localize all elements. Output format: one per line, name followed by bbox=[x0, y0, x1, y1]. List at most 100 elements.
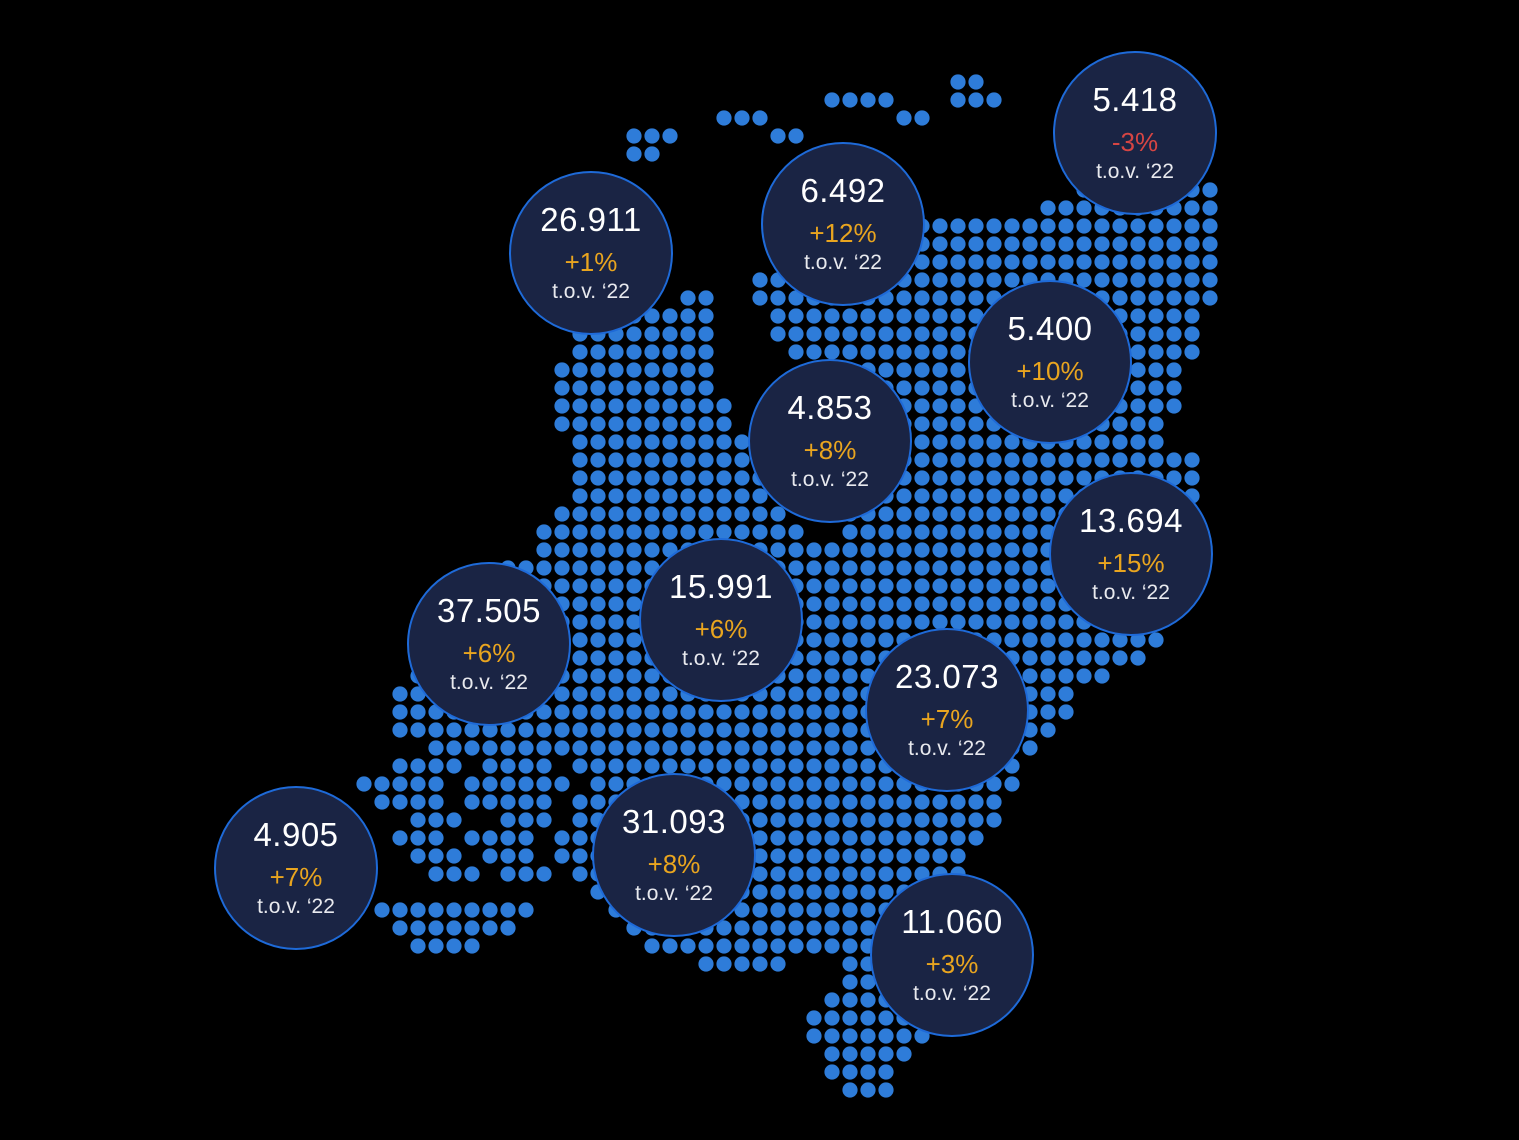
map-dot bbox=[914, 812, 930, 828]
map-dot bbox=[986, 488, 1002, 504]
map-dot bbox=[626, 488, 642, 504]
map-dot bbox=[1094, 632, 1110, 648]
map-dot bbox=[1040, 704, 1056, 720]
map-dot bbox=[824, 848, 840, 864]
province-stat-badge: 4.853 +8% t.o.v. ‘22 bbox=[748, 359, 912, 523]
map-dot bbox=[842, 722, 858, 738]
map-dot bbox=[842, 704, 858, 720]
map-dot bbox=[860, 524, 876, 540]
map-dot bbox=[554, 380, 570, 396]
map-dot bbox=[1076, 272, 1092, 288]
map-dot bbox=[428, 920, 444, 936]
map-dot bbox=[1058, 218, 1074, 234]
badge-value: 6.492 bbox=[800, 172, 886, 209]
map-dot bbox=[842, 974, 858, 990]
map-dot bbox=[842, 794, 858, 810]
map-dot bbox=[662, 938, 678, 954]
map-dot bbox=[536, 542, 552, 558]
map-dot bbox=[914, 308, 930, 324]
map-dot bbox=[554, 776, 570, 792]
map-dot bbox=[842, 848, 858, 864]
map-dot bbox=[842, 650, 858, 666]
map-dot bbox=[914, 434, 930, 450]
map-dot bbox=[1166, 380, 1182, 396]
map-dot bbox=[644, 380, 660, 396]
map-dot bbox=[698, 308, 714, 324]
map-dot bbox=[842, 560, 858, 576]
map-dot bbox=[662, 362, 678, 378]
map-dot bbox=[932, 848, 948, 864]
map-dot bbox=[734, 722, 750, 738]
map-dot bbox=[788, 668, 804, 684]
map-dot bbox=[950, 326, 966, 342]
map-dot bbox=[644, 506, 660, 522]
map-dot bbox=[536, 704, 552, 720]
map-dot bbox=[914, 416, 930, 432]
map-dot bbox=[986, 776, 1002, 792]
badge-value: 26.911 bbox=[540, 201, 642, 238]
map-dot bbox=[1130, 650, 1146, 666]
map-dot bbox=[860, 920, 876, 936]
map-dot bbox=[644, 704, 660, 720]
map-dot bbox=[1004, 452, 1020, 468]
map-dot bbox=[698, 938, 714, 954]
map-dot bbox=[770, 308, 786, 324]
map-dot bbox=[1184, 308, 1200, 324]
map-dot bbox=[950, 254, 966, 270]
map-dot bbox=[680, 524, 696, 540]
map-dot bbox=[824, 344, 840, 360]
map-dot bbox=[608, 596, 624, 612]
map-dot bbox=[410, 722, 426, 738]
map-dot bbox=[1130, 362, 1146, 378]
badge-value: 4.905 bbox=[253, 816, 339, 853]
map-dot bbox=[968, 416, 984, 432]
map-dot bbox=[1148, 218, 1164, 234]
map-dot bbox=[446, 938, 462, 954]
map-dot bbox=[860, 758, 876, 774]
map-dot bbox=[590, 578, 606, 594]
map-dot bbox=[842, 830, 858, 846]
map-dot bbox=[806, 686, 822, 702]
map-dot bbox=[932, 596, 948, 612]
map-dot bbox=[896, 1046, 912, 1062]
map-dot bbox=[806, 704, 822, 720]
map-dot bbox=[1004, 434, 1020, 450]
map-dot bbox=[1130, 236, 1146, 252]
map-dot bbox=[878, 308, 894, 324]
badge-value: 31.093 bbox=[622, 803, 726, 840]
map-dot bbox=[626, 362, 642, 378]
map-dot bbox=[806, 812, 822, 828]
map-dot bbox=[950, 272, 966, 288]
map-dot bbox=[752, 920, 768, 936]
map-dot bbox=[1004, 524, 1020, 540]
map-dot bbox=[1166, 362, 1182, 378]
map-dot bbox=[1040, 200, 1056, 216]
map-dot bbox=[968, 830, 984, 846]
map-dot bbox=[680, 488, 696, 504]
map-dot bbox=[860, 866, 876, 882]
map-dot bbox=[788, 938, 804, 954]
map-dot bbox=[824, 758, 840, 774]
map-dot bbox=[1148, 326, 1164, 342]
map-dot bbox=[392, 686, 408, 702]
map-dot bbox=[518, 848, 534, 864]
map-dot bbox=[410, 902, 426, 918]
map-dot bbox=[968, 452, 984, 468]
map-dot bbox=[842, 686, 858, 702]
map-dot bbox=[1094, 272, 1110, 288]
map-dot bbox=[500, 794, 516, 810]
map-dot bbox=[986, 596, 1002, 612]
province-stat-badge: 15.991 +6% t.o.v. ‘22 bbox=[639, 538, 803, 702]
map-dot bbox=[554, 524, 570, 540]
map-dot bbox=[842, 1046, 858, 1062]
map-dot bbox=[590, 722, 606, 738]
map-dot bbox=[806, 758, 822, 774]
map-dot bbox=[590, 614, 606, 630]
map-dot bbox=[1022, 632, 1038, 648]
map-dot bbox=[824, 866, 840, 882]
map-dot bbox=[500, 812, 516, 828]
map-dot bbox=[392, 794, 408, 810]
map-dot bbox=[626, 434, 642, 450]
map-dot bbox=[842, 776, 858, 792]
map-dot bbox=[716, 452, 732, 468]
